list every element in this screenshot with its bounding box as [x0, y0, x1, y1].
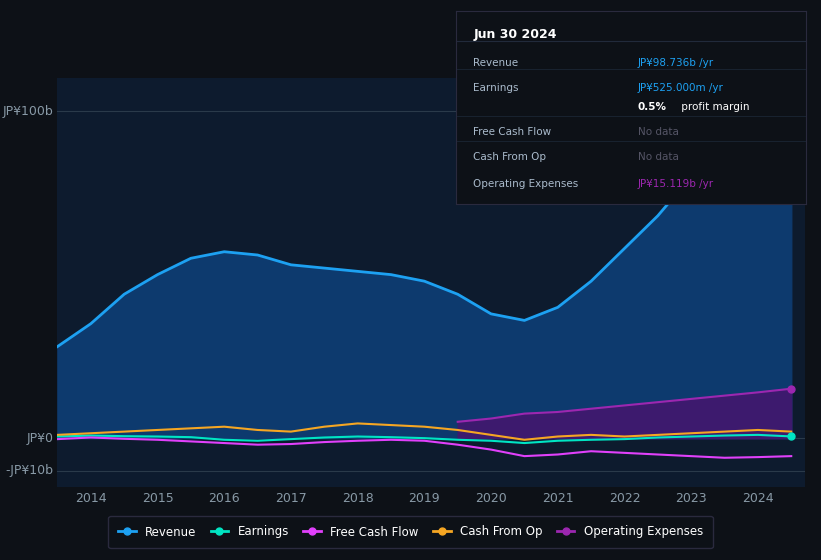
Text: profit margin: profit margin [678, 102, 750, 112]
Text: Cash From Op: Cash From Op [473, 152, 546, 162]
Text: JP¥525.000m /yr: JP¥525.000m /yr [638, 83, 724, 93]
Text: Free Cash Flow: Free Cash Flow [473, 127, 552, 137]
Text: -JP¥10b: -JP¥10b [6, 464, 53, 477]
Text: Jun 30 2024: Jun 30 2024 [473, 27, 557, 41]
Text: JP¥100b: JP¥100b [3, 105, 53, 118]
Legend: Revenue, Earnings, Free Cash Flow, Cash From Op, Operating Expenses: Revenue, Earnings, Free Cash Flow, Cash … [108, 516, 713, 548]
Text: JP¥15.119b /yr: JP¥15.119b /yr [638, 179, 714, 189]
Text: JP¥98.736b /yr: JP¥98.736b /yr [638, 58, 714, 68]
Text: Operating Expenses: Operating Expenses [473, 179, 579, 189]
Text: 0.5%: 0.5% [638, 102, 667, 112]
Text: Earnings: Earnings [473, 83, 519, 93]
Text: No data: No data [638, 127, 679, 137]
Text: No data: No data [638, 152, 679, 162]
Text: Revenue: Revenue [473, 58, 518, 68]
Text: JP¥0: JP¥0 [27, 432, 53, 445]
